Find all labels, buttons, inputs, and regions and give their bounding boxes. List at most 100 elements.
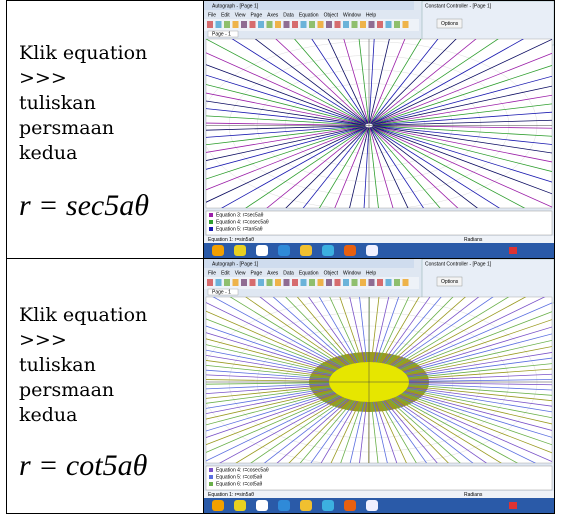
tool-icon [309,279,315,286]
controller-title: Constant Controller - [Page 1] [425,261,492,267]
image-cell: Autograph - [Page 1] File Edit View Page Axes… [203,258,555,514]
options-label[interactable]: Options [441,279,459,285]
tool-icon [216,279,222,286]
menu-item: Help [366,270,377,276]
taskbar-icon[interactable] [344,245,356,256]
tool-icon [343,21,349,28]
options-label[interactable]: Options [441,21,459,27]
menu-item: Help [366,12,377,18]
tool-icon [250,21,256,28]
taskbar-icon[interactable] [234,245,246,256]
taskbar-icon[interactable] [234,500,246,511]
taskbar-icon[interactable] [212,245,224,256]
formula: r = cot5aθ [19,449,147,483]
legend-entry: Equation 6: r=cot5aθ [216,481,263,487]
legend-swatch [209,213,213,217]
menu-item: File [208,270,216,276]
menu-item: View [235,270,246,276]
tool-icon [335,21,341,28]
tool-icon [403,279,409,286]
window-title: Autograph - [Page 1] [212,3,259,9]
menu-item: Window [343,12,361,18]
tool-icon [403,21,409,28]
legend-entry: Equation 3: r=sec5aθ [216,212,264,218]
menu-item: File [208,12,216,18]
taskbar-icon[interactable] [366,245,378,256]
tool-icon [326,279,332,286]
menu-item: Object [324,12,339,18]
legend-entry: Equation 5: r=cot5aθ [216,474,263,480]
tool-icon [241,21,247,28]
taskbar-icon[interactable] [366,500,378,511]
menu-item: Axes [267,270,279,276]
page: Klik equation >>> tuliskan persmaan kedu… [0,0,561,515]
taskbar-icon[interactable] [256,500,268,511]
tool-icon [377,21,383,28]
tool-icon [309,21,315,28]
tool-icon [386,279,392,286]
tool-icon [394,21,400,28]
menu-item: Page [250,270,262,276]
menu-item: Equation [299,270,319,276]
tab-label: Page - 1 [212,31,231,37]
line: tuliskan [19,353,147,378]
tool-icon [394,279,400,286]
line: Klik equation [19,303,147,328]
line: persmaan [19,378,147,403]
tool-icon [224,21,230,28]
legend-entry: Equation 4: r=cosec5aθ [216,467,269,473]
tool-icon [369,21,375,28]
tool-icon [326,21,332,28]
tool-icon [284,21,290,28]
menu-item: View [235,12,246,18]
taskbar-icon[interactable] [212,500,224,511]
text-cell: Klik equation >>> tuliskan persmaan kedu… [6,0,204,259]
tool-icon [377,279,383,286]
menu-item: Axes [267,12,279,18]
tray-icon [509,502,517,509]
tray-icon [509,247,517,254]
taskbar-icon[interactable] [322,245,334,256]
instruction: Klik equation >>> tuliskan persmaan kedu… [19,303,147,428]
menu-item: Data [283,270,294,276]
line: kedua [19,403,147,428]
instruction: Klik equation >>> tuliskan persmaan kedu… [19,41,147,166]
status-text: Equation 1: r=sin5aθ [208,492,254,498]
tool-icon [275,21,281,28]
taskbar-icon[interactable] [300,500,312,511]
taskbar-icon[interactable] [344,500,356,511]
tool-icon [258,21,264,28]
taskbar-icon[interactable] [278,245,290,256]
tool-icon [241,279,247,286]
line: kedua [19,141,147,166]
line: >>> [19,66,147,91]
menu-item: Edit [221,12,230,18]
legend-swatch [209,227,213,231]
taskbar-icon[interactable] [256,245,268,256]
line: >>> [19,328,147,353]
tool-icon [318,21,324,28]
image-cell: Autograph - [Page 1] File Edit View Page Axes… [203,0,555,259]
screenshot: Autograph - [Page 1] File Edit View Page Axes… [204,259,554,513]
tool-icon [292,279,298,286]
tool-icon [318,279,324,286]
window-title: Autograph - [Page 1] [212,261,259,267]
tool-icon [360,21,366,28]
menu-item: Object [324,270,339,276]
tool-icon [275,279,281,286]
controller-title: Constant Controller - [Page 1] [425,3,492,9]
line: Klik equation [19,41,147,66]
legend-swatch [209,475,213,479]
taskbar-icon[interactable] [300,245,312,256]
line: persmaan [19,116,147,141]
tool-icon [207,21,213,28]
line: tuliskan [19,91,147,116]
menu-item: Page [250,12,262,18]
taskbar-icon[interactable] [278,500,290,511]
tool-icon [267,279,273,286]
menu-item: Edit [221,270,230,276]
legend-swatch [209,220,213,224]
taskbar-icon[interactable] [322,500,334,511]
tool-icon [360,279,366,286]
status-text: Equation 1: r=sin5aθ [208,237,254,243]
